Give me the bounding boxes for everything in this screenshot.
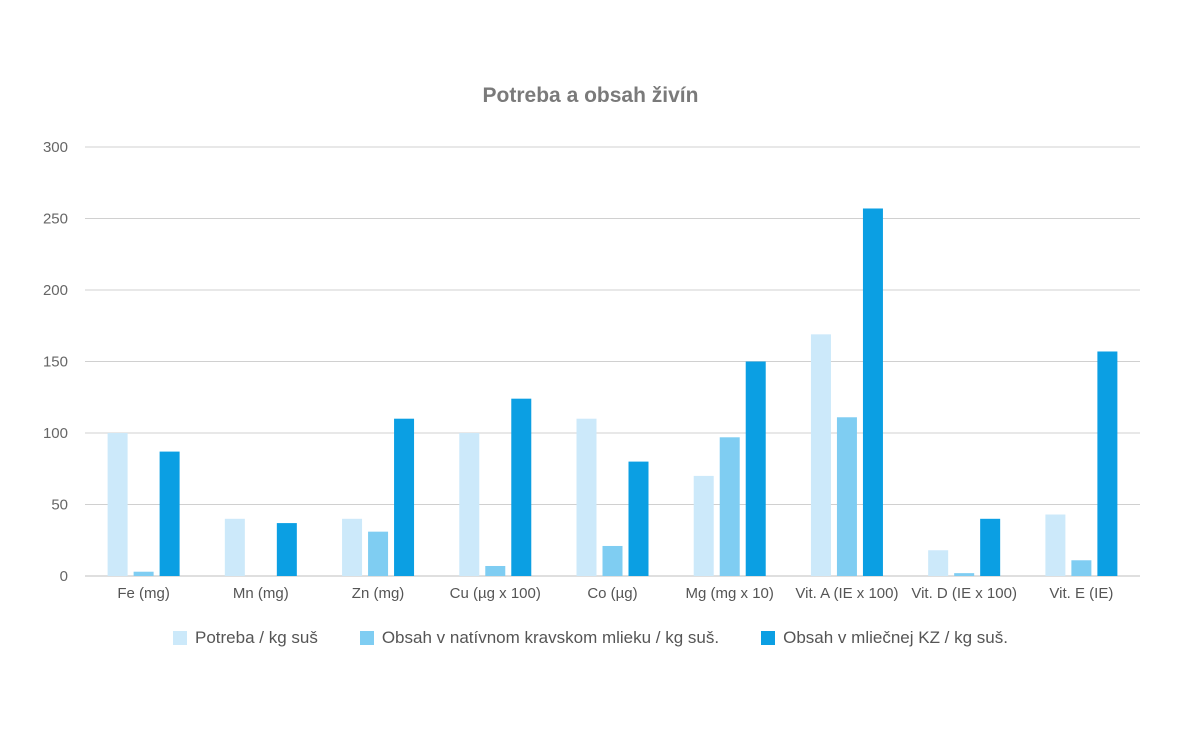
y-tick-label: 150 [43, 354, 68, 371]
x-tick-label: Zn (mg) [352, 585, 405, 602]
bar-series-1-0 [107, 433, 128, 576]
bar-series-2-2 [368, 531, 389, 576]
legend-label-3: Obsah v mliečnej KZ / kg suš. [783, 628, 1008, 647]
bar-series-1-1 [224, 518, 245, 576]
legend-swatch-1 [172, 631, 187, 645]
bar-series-3-6 [862, 208, 883, 577]
legend-label-2: Obsah v natívnom kravskom mlieku / kg su… [381, 628, 720, 647]
legend-item-series-2: Obsah v natívnom kravskom mlieku / kg su… [359, 628, 720, 648]
bar-series-2-5 [719, 437, 740, 576]
bar-series-1-4 [576, 418, 597, 576]
y-tick-label: 0 [60, 568, 68, 585]
legend-swatch-2 [359, 631, 374, 645]
x-tick-label: Vit. D (IE x 100) [911, 585, 1017, 602]
y-tick-label: 200 [43, 282, 68, 299]
bar-series-1-8 [1045, 514, 1066, 576]
bar-series-3-0 [159, 451, 180, 576]
legend-swatch-3 [761, 631, 776, 645]
bar-series-1-7 [928, 550, 949, 576]
y-tick-label: 300 [43, 139, 68, 156]
bar-series-2-0 [133, 571, 154, 576]
x-tick-label: Co (µg) [587, 585, 637, 602]
bar-series-2-8 [1071, 560, 1092, 576]
legend-item-series-3: Obsah v mliečnej KZ / kg suš. [761, 628, 1008, 648]
y-tick-label: 50 [51, 497, 68, 514]
x-tick-label: Cu (µg x 100) [450, 585, 541, 602]
y-tick-label: 250 [43, 211, 68, 228]
bars [107, 208, 1118, 577]
legend: Potreba / kg suš Obsah v natívnom kravsk… [0, 628, 1181, 648]
bar-series-3-8 [1097, 351, 1118, 576]
legend-label-1: Potreba / kg suš [194, 628, 318, 647]
x-tick-label: Mg (mg x 10) [686, 585, 774, 602]
bar-series-2-6 [836, 417, 857, 576]
y-tick-label: 100 [43, 425, 68, 442]
x-axis-ticks: Fe (mg) Mn (mg) Zn (mg) Cu (µg x 100) Co (µg… [117, 585, 1113, 602]
x-tick-label: Fe (mg) [117, 585, 170, 602]
bar-series-2-7 [954, 573, 975, 576]
bar-series-3-3 [511, 398, 532, 576]
bar-series-3-5 [745, 361, 766, 576]
bar-series-3-4 [628, 461, 649, 576]
x-tick-label: Vit. A (IE x 100) [795, 585, 898, 602]
bar-series-3-7 [980, 518, 1001, 576]
bar-series-1-6 [810, 334, 831, 576]
bar-series-2-3 [485, 565, 506, 576]
gridlines [85, 146, 1140, 577]
x-tick-label: Mn (mg) [233, 585, 289, 602]
bar-series-3-1 [276, 523, 297, 576]
chart-title: Potreba a obsah živín [482, 84, 699, 107]
bar-series-2-4 [602, 545, 623, 576]
bar-series-1-2 [342, 518, 363, 576]
bar-series-1-3 [459, 433, 480, 576]
bar-series-1-5 [693, 475, 714, 576]
x-tick-label: Vit. E (IE) [1049, 585, 1113, 602]
bar-series-3-2 [394, 418, 415, 576]
y-axis-ticks: 0 50 100 150 200 250 300 [43, 139, 68, 585]
legend-item-series-1: Potreba / kg suš [172, 628, 318, 648]
